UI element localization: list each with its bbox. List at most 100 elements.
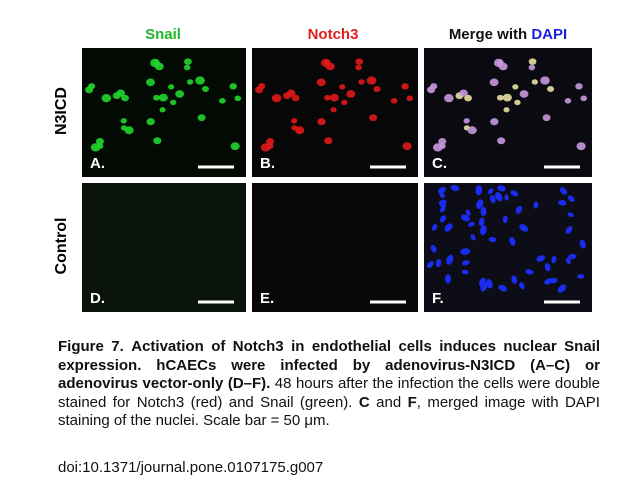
panel-letter: B. xyxy=(260,155,275,172)
nucleus xyxy=(229,83,237,90)
nucleus xyxy=(502,215,508,223)
doi: doi:10.1371/journal.pone.0107175.g007 xyxy=(58,459,324,476)
nucleus xyxy=(444,94,454,103)
nucleus xyxy=(511,275,518,284)
nucleus xyxy=(124,126,134,135)
nucleus xyxy=(339,84,346,90)
nucleus xyxy=(369,114,378,122)
nucleus xyxy=(567,195,575,202)
nucleus xyxy=(116,89,125,97)
panel-bg xyxy=(424,183,592,312)
nucleus xyxy=(498,284,507,292)
nucleus xyxy=(470,234,476,241)
nucleus xyxy=(564,97,572,104)
nucleus xyxy=(480,206,487,217)
nucleus xyxy=(324,94,331,101)
nucleus xyxy=(461,269,469,275)
nucleus xyxy=(291,94,300,102)
nucleus xyxy=(255,86,264,94)
nucleus xyxy=(427,86,436,94)
nucleus xyxy=(271,94,282,103)
nucleus xyxy=(439,191,445,199)
nucleus xyxy=(519,90,529,98)
nucleus xyxy=(531,79,538,85)
nucleus xyxy=(341,99,348,106)
nucleus xyxy=(438,137,447,145)
nucleus xyxy=(435,258,442,268)
nucleus xyxy=(467,126,477,135)
nucleus xyxy=(486,278,493,289)
nucleus xyxy=(503,107,510,113)
nucleus xyxy=(295,126,305,135)
nucleus xyxy=(560,187,567,195)
nucleus xyxy=(358,79,365,85)
nucleus xyxy=(465,209,471,216)
nucleus xyxy=(462,260,470,266)
nucleus xyxy=(95,137,104,145)
image-panel: F. xyxy=(424,183,592,312)
nucleus xyxy=(444,223,453,232)
nucleus xyxy=(170,99,177,106)
caption-text: 48 hours after the infection the cells w… xyxy=(58,375,600,411)
nucleus xyxy=(504,194,509,201)
nucleus xyxy=(439,143,446,149)
caption-label: Figure 7. xyxy=(58,338,124,355)
nucleus xyxy=(121,94,129,102)
nucleus xyxy=(514,99,521,106)
panel-bg xyxy=(252,48,418,177)
nucleus xyxy=(159,107,166,113)
image-panel: E. xyxy=(252,183,418,312)
nucleus xyxy=(544,278,553,285)
nucleus xyxy=(146,78,155,87)
nucleus xyxy=(197,114,206,122)
nucleus xyxy=(463,118,470,124)
nucleus xyxy=(460,214,470,222)
nucleus xyxy=(579,239,586,249)
nucleus xyxy=(519,224,529,232)
nucleus xyxy=(146,118,155,126)
nucleus xyxy=(266,143,274,149)
nucleus xyxy=(430,244,437,253)
nucleus xyxy=(437,186,446,194)
nucleus xyxy=(566,257,571,265)
nucleus xyxy=(476,199,484,209)
nucleus xyxy=(528,58,537,65)
column-header: Notch3 xyxy=(307,26,359,43)
column-header: Snail xyxy=(145,26,181,43)
nucleus xyxy=(464,94,472,102)
nucleus xyxy=(120,118,127,124)
nucleus xyxy=(439,215,447,223)
nucleus xyxy=(450,185,460,192)
nucleus xyxy=(426,260,434,269)
nucleus xyxy=(490,118,499,126)
nucleus xyxy=(480,282,488,292)
nucleus xyxy=(489,78,499,87)
nucleus xyxy=(329,93,339,102)
nucleus xyxy=(557,284,567,293)
caption-text: F xyxy=(407,393,417,411)
panel-letter: A. xyxy=(90,155,105,172)
panel-letter: F. xyxy=(432,290,444,307)
nucleus xyxy=(346,90,356,98)
nucleus xyxy=(575,83,583,90)
nucleus xyxy=(510,190,519,197)
nucleus xyxy=(547,85,555,93)
nucleus xyxy=(475,185,483,196)
nucleus xyxy=(186,79,194,85)
nucleus xyxy=(544,262,551,272)
nucleus xyxy=(502,93,512,102)
nucleus xyxy=(101,94,112,103)
nucleus xyxy=(509,237,516,246)
nucleus xyxy=(184,58,192,65)
caption: Figure 7. Activation of Notch3 in endoth… xyxy=(58,338,600,431)
nucleus xyxy=(330,107,337,113)
nucleus xyxy=(445,274,451,284)
nucleus xyxy=(286,89,296,97)
nucleus xyxy=(390,97,398,104)
image-panel: D. xyxy=(82,183,246,312)
column-header: Merge with DAPI xyxy=(422,26,594,43)
nucleus xyxy=(317,118,326,126)
nucleus xyxy=(219,97,226,104)
panel-bg xyxy=(82,48,246,177)
nucleus xyxy=(324,137,333,145)
